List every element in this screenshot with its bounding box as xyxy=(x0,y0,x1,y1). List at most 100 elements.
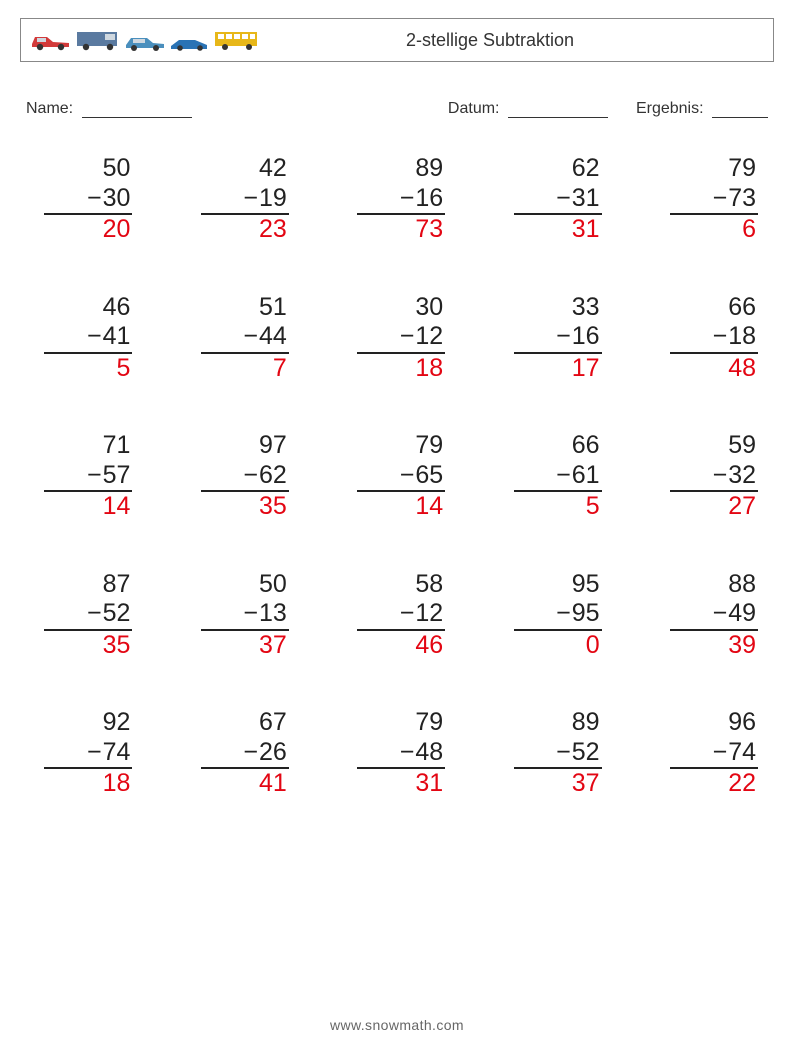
minus-sign: − xyxy=(243,599,258,627)
subtrahend: 95 xyxy=(572,599,600,627)
minuend: 89 xyxy=(572,708,602,738)
subtrahend: 74 xyxy=(103,738,131,766)
minuend: 96 xyxy=(728,708,758,738)
subtrahend: 26 xyxy=(259,738,287,766)
subtrahend: 31 xyxy=(572,184,600,212)
minus-sign: − xyxy=(713,461,728,489)
minus-sign: − xyxy=(400,461,415,489)
minuend: 79 xyxy=(415,431,445,461)
minus-sign: − xyxy=(713,599,728,627)
subtrahend-row: −49 xyxy=(670,599,758,631)
answer: 35 xyxy=(259,492,289,522)
subtrahend: 52 xyxy=(103,599,131,627)
worksheet-title: 2-stellige Subtraktion xyxy=(261,30,759,51)
minus-sign: − xyxy=(243,184,258,212)
datum-blank[interactable] xyxy=(508,100,608,118)
answer: 35 xyxy=(103,631,133,661)
problems-grid: 50−302042−192389−167362−313179−73646−415… xyxy=(20,154,774,799)
subtrahend: 41 xyxy=(103,322,131,350)
name-blank[interactable] xyxy=(82,100,192,118)
subtraction-problem: 50−3020 xyxy=(44,154,132,245)
subtraction-problem: 67−2641 xyxy=(201,708,289,799)
minus-sign: − xyxy=(400,322,415,350)
datum-field: Datum: xyxy=(448,100,608,118)
subtrahend: 61 xyxy=(572,461,600,489)
subtrahend-row: −12 xyxy=(357,322,445,354)
answer: 46 xyxy=(415,631,445,661)
subtrahend-row: −74 xyxy=(670,738,758,770)
subtrahend-row: −13 xyxy=(201,599,289,631)
subtraction-problem: 50−1337 xyxy=(201,570,289,661)
subtrahend: 73 xyxy=(728,184,756,212)
minuend: 42 xyxy=(259,154,289,184)
minus-sign: − xyxy=(243,461,258,489)
minuend: 79 xyxy=(415,708,445,738)
minus-sign: − xyxy=(713,322,728,350)
subtrahend-row: −26 xyxy=(201,738,289,770)
subtrahend: 16 xyxy=(572,322,600,350)
subtraction-problem: 58−1246 xyxy=(357,570,445,661)
minuend: 50 xyxy=(259,570,289,600)
minus-sign: − xyxy=(87,738,102,766)
minuend: 46 xyxy=(103,293,133,323)
minuend: 62 xyxy=(572,154,602,184)
minuend: 95 xyxy=(572,570,602,600)
subtrahend: 74 xyxy=(728,738,756,766)
minuend: 66 xyxy=(728,293,758,323)
subtrahend-row: −32 xyxy=(670,461,758,493)
answer: 5 xyxy=(116,354,132,384)
subtraction-problem: 95−950 xyxy=(514,570,602,661)
subtrahend: 32 xyxy=(728,461,756,489)
subtrahend-row: −48 xyxy=(357,738,445,770)
subtraction-problem: 71−5714 xyxy=(44,431,132,522)
answer: 37 xyxy=(572,769,602,799)
answer: 14 xyxy=(415,492,445,522)
answer: 31 xyxy=(415,769,445,799)
subtrahend: 19 xyxy=(259,184,287,212)
vehicle-icons xyxy=(29,28,261,52)
subtrahend-row: −61 xyxy=(514,461,602,493)
minus-sign: − xyxy=(713,738,728,766)
minuend: 71 xyxy=(103,431,133,461)
minuend: 33 xyxy=(572,293,602,323)
answer: 37 xyxy=(259,631,289,661)
subtrahend: 52 xyxy=(572,738,600,766)
minuend: 97 xyxy=(259,431,289,461)
minuend: 88 xyxy=(728,570,758,600)
minuend: 50 xyxy=(103,154,133,184)
answer: 18 xyxy=(415,354,445,384)
minus-sign: − xyxy=(400,184,415,212)
subtraction-problem: 89−5237 xyxy=(514,708,602,799)
subtraction-problem: 46−415 xyxy=(44,293,132,384)
subtraction-problem: 89−1673 xyxy=(357,154,445,245)
answer: 18 xyxy=(103,769,133,799)
subtrahend: 16 xyxy=(415,184,443,212)
minuend: 87 xyxy=(103,570,133,600)
car-icon xyxy=(29,30,73,52)
subtrahend: 57 xyxy=(103,461,131,489)
subtraction-problem: 88−4939 xyxy=(670,570,758,661)
answer: 14 xyxy=(103,492,133,522)
minuend: 67 xyxy=(259,708,289,738)
subtrahend: 12 xyxy=(415,599,443,627)
subtrahend: 48 xyxy=(415,738,443,766)
answer: 6 xyxy=(742,215,758,245)
ergebnis-blank[interactable] xyxy=(712,100,768,118)
subtrahend-row: −44 xyxy=(201,322,289,354)
minuend: 59 xyxy=(728,431,758,461)
subtraction-problem: 51−447 xyxy=(201,293,289,384)
subtraction-problem: 42−19 23 xyxy=(201,154,289,245)
answer: 22 xyxy=(728,769,758,799)
subtrahend: 44 xyxy=(259,322,287,350)
subtraction-problem: 87−5235 xyxy=(44,570,132,661)
answer: 0 xyxy=(586,631,602,661)
answer: 7 xyxy=(273,354,289,384)
minus-sign: − xyxy=(243,322,258,350)
minuend: 51 xyxy=(259,293,289,323)
sedan-icon xyxy=(123,32,167,52)
answer: 17 xyxy=(572,354,602,384)
answer: 23 xyxy=(259,215,289,245)
footer-url: www.snowmath.com xyxy=(0,1017,794,1033)
subtrahend-row: −18 xyxy=(670,322,758,354)
minus-sign: − xyxy=(556,184,571,212)
